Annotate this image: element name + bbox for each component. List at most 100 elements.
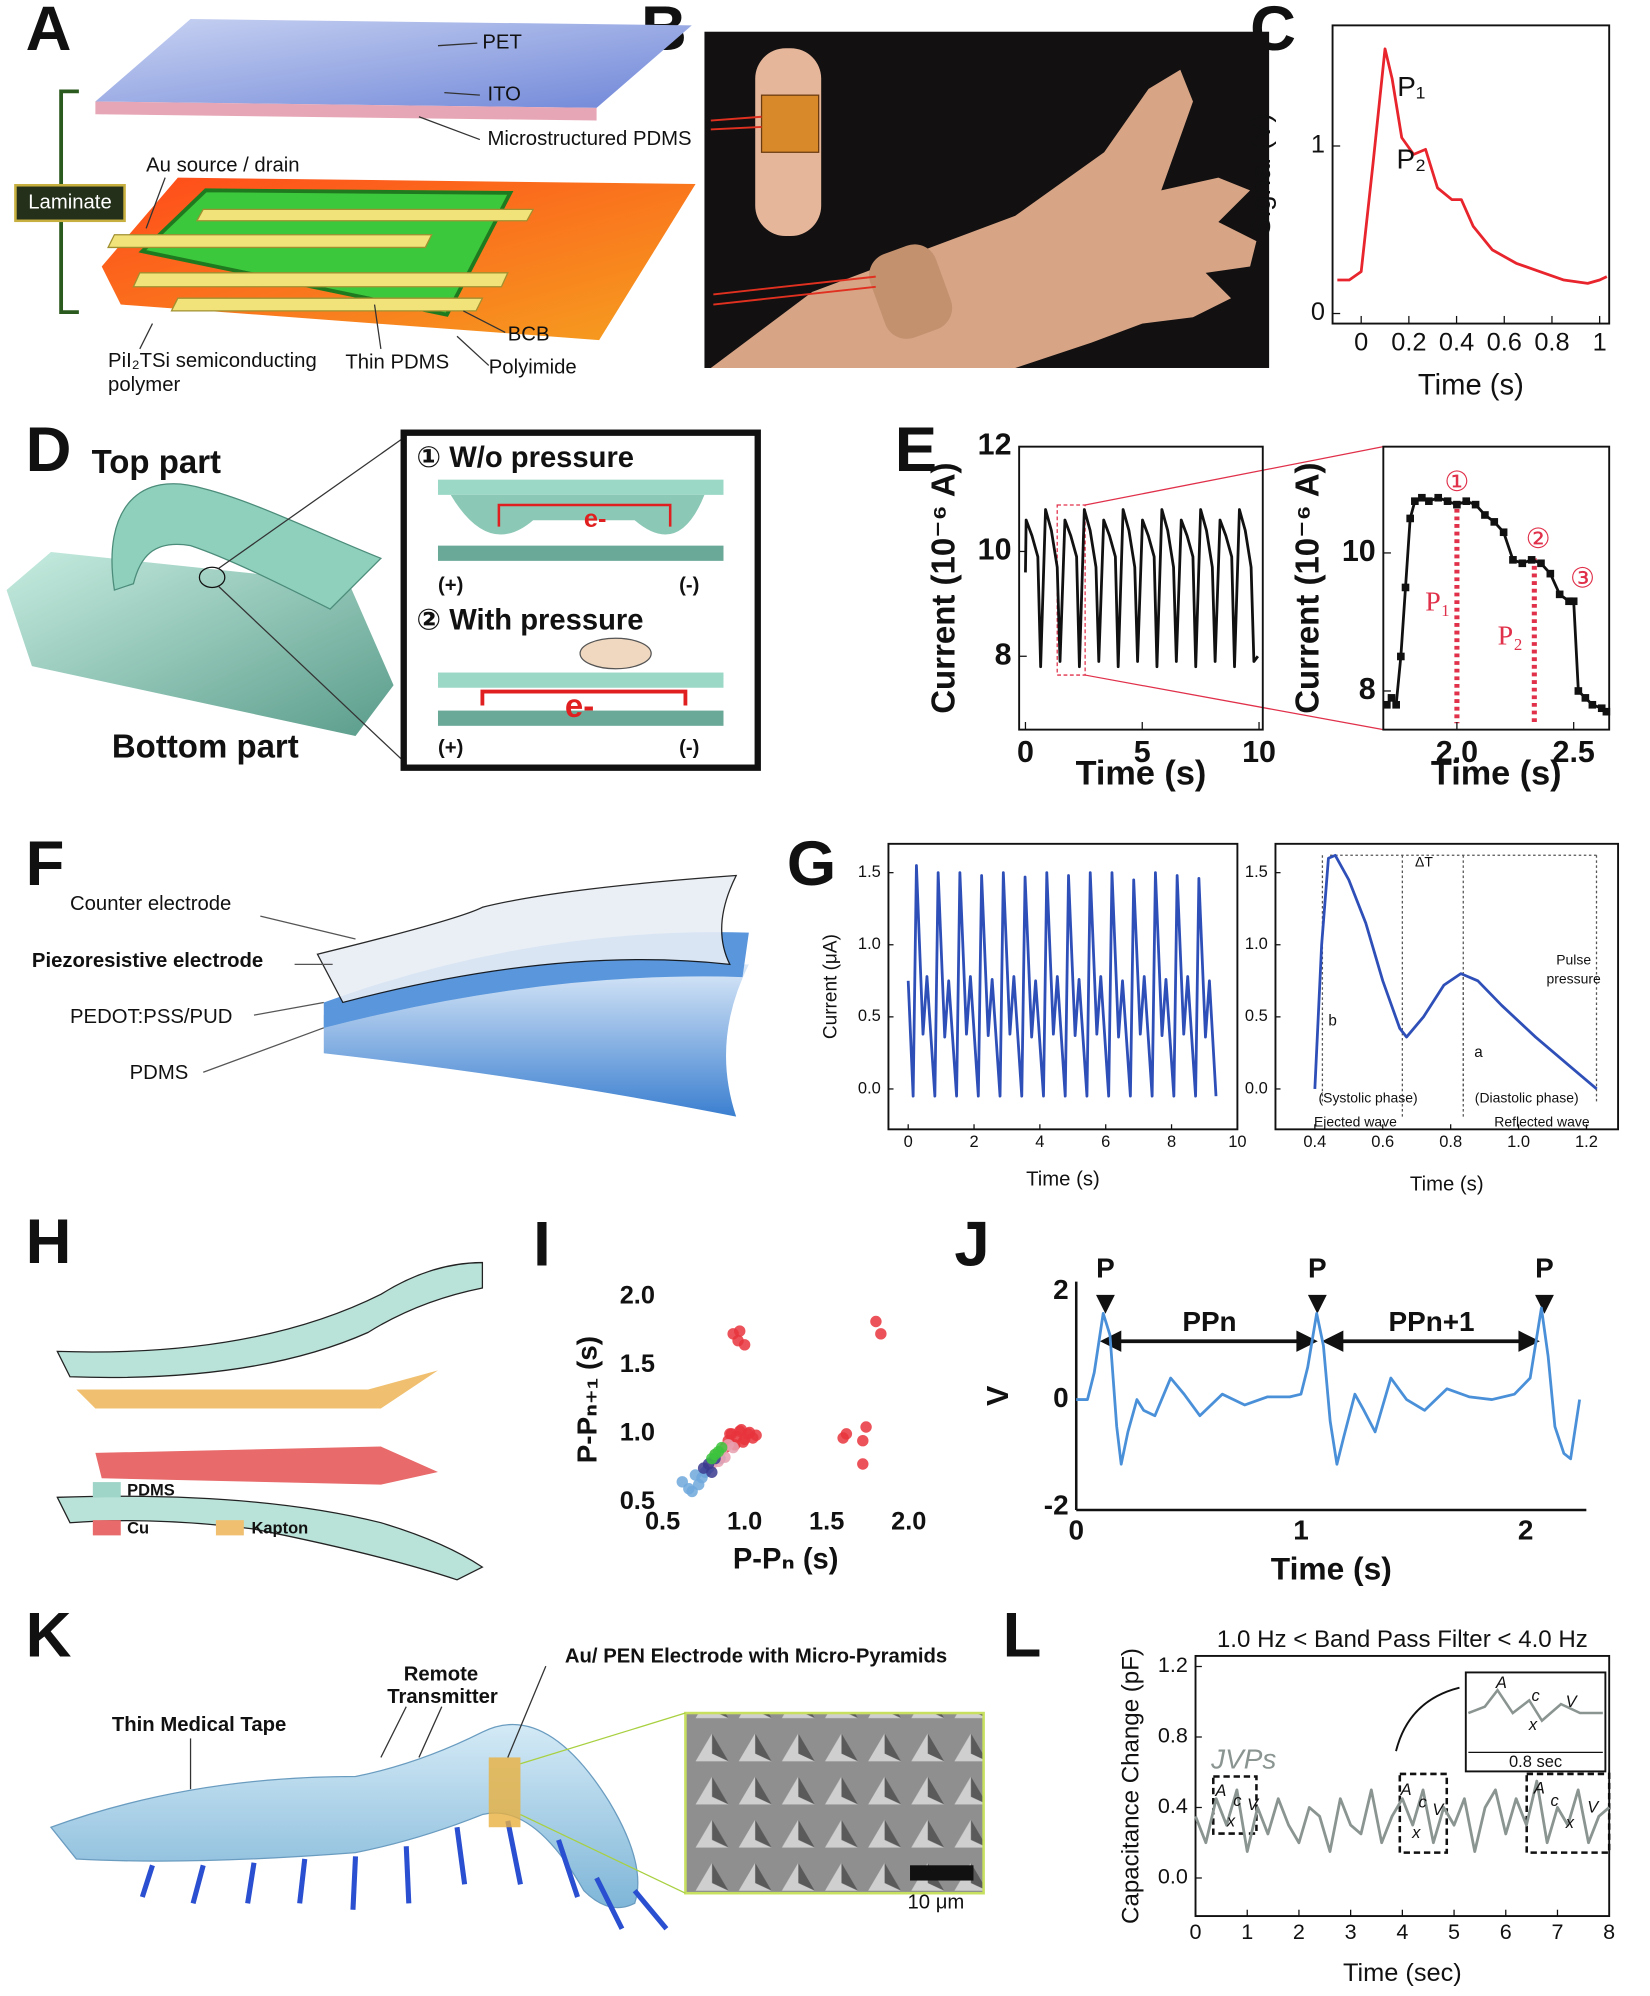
y-tick-label: 1.0 xyxy=(1245,935,1268,953)
data-point xyxy=(1565,597,1573,606)
state-label: ① W/o pressure xyxy=(416,442,634,474)
x-tick-label: 2.5 xyxy=(1553,735,1595,769)
annotation: ③ xyxy=(1570,562,1595,593)
data-line xyxy=(1385,496,1608,713)
bottom-plate xyxy=(437,710,724,726)
data-point xyxy=(860,1421,872,1433)
data-point xyxy=(837,1432,849,1444)
photo xyxy=(704,31,1270,368)
micro-pyramids xyxy=(139,1820,669,1931)
annotation: ΔT xyxy=(1415,854,1433,870)
x-tick-label: 7 xyxy=(1551,1919,1563,1944)
zoom-line xyxy=(218,437,405,569)
x-axis-title: Time (s) xyxy=(1271,1550,1392,1586)
panel-label: A xyxy=(26,0,72,64)
terminal-label: (-) xyxy=(679,737,699,759)
data-point xyxy=(1509,556,1517,564)
annotation: b xyxy=(1328,1012,1336,1029)
x-tick-label: 2.0 xyxy=(891,1507,926,1535)
x-tick-label: 4 xyxy=(1396,1919,1408,1944)
y-tick-label: 0.0 xyxy=(1158,1864,1188,1889)
layer-label: ITO xyxy=(487,84,520,106)
panel-label: H xyxy=(26,1207,72,1277)
x-tick-label: 1.5 xyxy=(809,1507,844,1535)
data-point xyxy=(1471,500,1480,509)
data-point xyxy=(750,1429,762,1441)
top-part xyxy=(111,483,383,610)
x-tick-label: 10 xyxy=(1228,1133,1246,1151)
x-tick-label: 1.2 xyxy=(1575,1133,1598,1151)
annotation: x xyxy=(1226,1813,1236,1831)
y-tick-label: 1.5 xyxy=(858,863,881,881)
pet-layer xyxy=(95,19,692,108)
plot-frame xyxy=(1018,445,1264,731)
data-line xyxy=(1337,47,1608,285)
zoom-circle xyxy=(198,566,226,589)
data-point xyxy=(1434,493,1443,502)
zoom-line xyxy=(218,585,405,762)
x-tick-label: 2 xyxy=(1293,1919,1305,1944)
device-illustration: PET ITO Microstructured PDMS Laminate Au… xyxy=(14,19,696,396)
inset-trace xyxy=(1467,1688,1603,1723)
current-path xyxy=(480,689,688,706)
bottom-plate xyxy=(437,545,724,561)
x-tick-label: 2.0 xyxy=(1436,735,1478,769)
sensor-illustration: Thin Medical Tape Remote Transmitter Au/… xyxy=(49,1646,985,1931)
y-axis-title: Current (μA) xyxy=(820,934,841,1039)
data-point xyxy=(857,1435,869,1447)
x-tick-label: 1.0 xyxy=(1507,1133,1530,1151)
panel-label: K xyxy=(26,1600,72,1670)
annotation: c xyxy=(1551,1792,1560,1810)
finger xyxy=(579,637,652,670)
y-tick-label: 0.5 xyxy=(1245,1007,1268,1025)
y-axis-title: Current (10⁻⁶ A) xyxy=(1288,462,1325,713)
annotation: P₁ xyxy=(1397,71,1425,102)
plot-frame xyxy=(1331,24,1611,325)
data-point xyxy=(1453,500,1461,509)
data-point xyxy=(734,1325,746,1337)
data-point xyxy=(1581,694,1590,702)
electron-label: e- xyxy=(565,687,594,724)
annotation: c xyxy=(1419,1793,1428,1811)
data-point xyxy=(1490,518,1499,526)
x-axis-title: Time (s) xyxy=(1418,370,1524,402)
y-tick-label: 0.0 xyxy=(1245,1079,1268,1097)
x-tick-label: 2 xyxy=(1518,1515,1534,1546)
cu-layer xyxy=(95,1446,438,1485)
x-tick-label: 0.8 xyxy=(1534,329,1569,357)
data-point xyxy=(692,1478,705,1491)
data-point xyxy=(706,1466,718,1478)
annotation: P₁ xyxy=(1425,586,1450,617)
zoom-line xyxy=(520,1813,686,1894)
panel-label: I xyxy=(533,1209,551,1279)
y-tick-label: 10 xyxy=(1342,534,1376,568)
legend-swatch xyxy=(92,1482,121,1498)
top-plate xyxy=(437,479,724,495)
x-tick-label: 4 xyxy=(1035,1133,1044,1151)
electrode xyxy=(488,1757,521,1828)
scale-bar xyxy=(910,1865,974,1881)
legend-label: Kapton xyxy=(251,1519,308,1537)
data-point xyxy=(1499,528,1508,537)
component-label: Transmitter xyxy=(387,1686,498,1708)
layer-label: polymer xyxy=(108,374,180,396)
layer-label: PDMS xyxy=(130,1062,189,1084)
hand xyxy=(710,69,1257,368)
component-label: Remote xyxy=(404,1663,478,1685)
zoom-line xyxy=(1085,446,1384,506)
y-tick-label: 0.8 xyxy=(1158,1723,1188,1748)
data-point xyxy=(1518,559,1527,568)
data-point xyxy=(1462,497,1471,505)
laminate-box xyxy=(14,183,126,223)
annotation: c xyxy=(1531,1687,1540,1705)
panel-label: G xyxy=(787,829,836,899)
data-point xyxy=(1481,511,1489,519)
y-tick-label: 1 xyxy=(1311,131,1325,159)
interval-arrows xyxy=(1096,1294,1554,1352)
pdms-bottom xyxy=(56,1495,484,1581)
x-tick-label: 1.0 xyxy=(727,1507,762,1535)
annotation: V xyxy=(1587,1799,1600,1817)
annotation: x xyxy=(1528,1716,1538,1734)
inset-arrow xyxy=(1395,1686,1460,1752)
